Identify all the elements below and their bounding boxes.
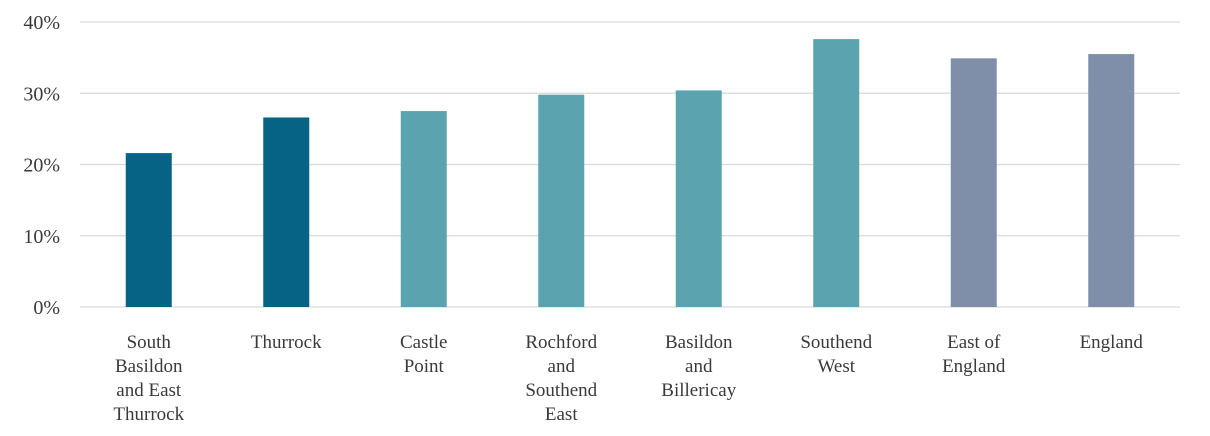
y-tick-label: 40% xyxy=(23,12,60,34)
bar-3 xyxy=(538,94,585,307)
y-tick-label: 10% xyxy=(23,226,60,248)
x-tick-label: Southend West xyxy=(800,332,872,377)
bar-7 xyxy=(1088,54,1135,307)
y-tick-label: 0% xyxy=(33,297,60,319)
y-axis-ticks: 0% 10% 20% 30% 40% xyxy=(23,12,60,319)
x-tick-label: England xyxy=(1080,332,1144,353)
bar-0 xyxy=(125,153,172,307)
x-axis-ticks: South Basildon and East Thurrock Thurrock Cas… xyxy=(113,332,1143,425)
bar-6 xyxy=(950,58,997,308)
x-tick-label: Castle Point xyxy=(400,332,448,377)
x-tick-label: Basildon and Billericay xyxy=(661,332,736,401)
x-tick-label: East of England xyxy=(942,332,1006,377)
y-tick-label: 30% xyxy=(23,83,60,105)
bar-5 xyxy=(813,39,860,307)
x-tick-label: South Basildon and East Thurrock xyxy=(113,332,184,425)
bar-1 xyxy=(263,117,310,307)
x-tick-label: Rochford and Southend East xyxy=(525,332,597,425)
bar-2 xyxy=(400,111,447,307)
bar-4 xyxy=(675,90,722,308)
bars xyxy=(125,39,1135,308)
y-tick-label: 20% xyxy=(23,155,60,177)
gridlines xyxy=(80,21,1180,308)
x-tick-label: Thurrock xyxy=(251,332,322,353)
